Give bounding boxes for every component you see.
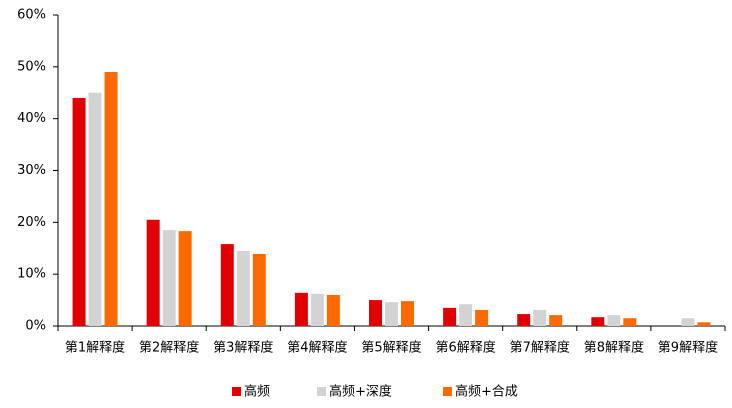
- legend-swatch: [443, 387, 452, 396]
- y-tick-label: 0%: [25, 319, 46, 334]
- legend-label: 高频+深度: [329, 384, 392, 400]
- legend-swatch: [317, 387, 326, 396]
- y-tick-label: 10%: [17, 267, 46, 282]
- x-tick-label: 第5解释度: [361, 340, 421, 356]
- bar: [72, 97, 86, 326]
- bar: [326, 294, 340, 326]
- y-tick-label: 40%: [17, 111, 46, 126]
- legend-label: 高频+合成: [455, 384, 518, 400]
- bar: [443, 307, 457, 326]
- legend-swatch: [232, 387, 241, 396]
- bar: [104, 72, 118, 327]
- bar: [385, 302, 398, 326]
- bar: [607, 315, 621, 326]
- bar: [623, 318, 637, 326]
- bar: [459, 304, 473, 326]
- bar: [146, 219, 160, 326]
- bar: [236, 250, 250, 326]
- bar: [220, 244, 234, 326]
- bar: [88, 92, 102, 326]
- bar: [369, 300, 382, 326]
- x-tick-label: 第3解释度: [213, 340, 273, 356]
- bar: [252, 253, 266, 326]
- bar: [178, 231, 192, 326]
- x-tick-label: 第2解释度: [139, 340, 199, 356]
- bar: [681, 318, 695, 326]
- y-tick-label: 20%: [17, 215, 46, 230]
- bar: [533, 309, 547, 326]
- legend-label: 高频: [244, 384, 270, 400]
- x-tick-label: 第1解释度: [65, 340, 125, 356]
- bar: [549, 315, 563, 326]
- bar: [475, 309, 489, 326]
- y-tick-label: 50%: [17, 59, 46, 74]
- bar: [517, 314, 531, 326]
- x-tick-label: 第4解释度: [287, 340, 347, 356]
- y-tick-label: 60%: [17, 8, 46, 23]
- bar: [162, 230, 176, 326]
- bar: [401, 301, 414, 326]
- bar: [591, 317, 605, 326]
- bar: [294, 292, 308, 326]
- x-tick-label: 第9解释度: [658, 340, 718, 356]
- x-tick-label: 第8解释度: [584, 340, 644, 356]
- bar: [310, 293, 324, 326]
- bar: [697, 322, 711, 326]
- x-tick-label: 第6解释度: [435, 340, 495, 356]
- x-tick-label: 第7解释度: [510, 340, 570, 356]
- y-tick-label: 30%: [17, 163, 46, 178]
